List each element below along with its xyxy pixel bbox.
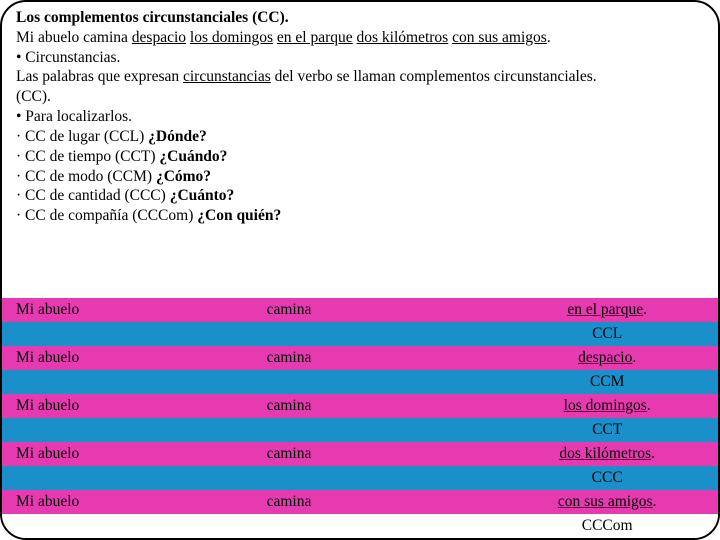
definition: Las palabras que expresan circunstancias…	[16, 67, 704, 87]
cell-empty	[2, 514, 253, 538]
cell-subject: Mi abuelo	[2, 490, 253, 514]
cell-complement: los domingos.	[510, 394, 718, 418]
cct-q: ¿Cuándo?	[159, 148, 227, 165]
ccm-q: ¿Cómo?	[156, 168, 211, 185]
table-row: Mi abuelo camina con sus amigos.	[2, 490, 718, 514]
cell-empty	[2, 370, 253, 394]
comp-text: con sus amigos	[558, 493, 653, 510]
comp-text: dos kilómetros	[559, 445, 651, 462]
ccl-label: · CC de lugar (CCL)	[16, 128, 148, 145]
table-row: CCM	[2, 370, 718, 394]
line-cccom: · CC de compañía (CCCom) ¿Con quién?	[16, 206, 704, 226]
ex-amigos: con sus amigos	[452, 29, 547, 46]
cell-verb: camina	[253, 442, 511, 466]
comp-text: en el parque	[567, 301, 643, 318]
cell-subject: Mi abuelo	[2, 442, 253, 466]
comp-dot: .	[651, 445, 655, 462]
example-sentence: Mi abuelo camina despacio los domingos e…	[16, 28, 704, 48]
cell-complement: con sus amigos.	[510, 490, 718, 514]
comp-dot: .	[647, 397, 651, 414]
line-ccl: · CC de lugar (CCL) ¿Dónde?	[16, 127, 704, 147]
cc-paren: (CC).	[16, 87, 704, 107]
ex-km: dos kilómetros	[357, 29, 449, 46]
ccl-q: ¿Dónde?	[148, 128, 207, 145]
cell-complement: en el parque.	[510, 298, 718, 322]
def-a: Las palabras que expresan	[16, 68, 183, 85]
cell-verb: camina	[253, 394, 511, 418]
cell-verb: camina	[253, 298, 511, 322]
ex-parque: en el parque	[277, 29, 353, 46]
def-b: del verbo se llaman complementos circuns…	[271, 68, 597, 85]
cell-verb: camina	[253, 346, 511, 370]
cell-complement: dos kilómetros.	[510, 442, 718, 466]
line-cct: · CC de tiempo (CCT) ¿Cuándo?	[16, 147, 704, 167]
cccom-q: ¿Con quién?	[197, 207, 281, 224]
ccc-q: ¿Cuánto?	[170, 187, 235, 204]
comp-dot: .	[653, 493, 657, 510]
ccm-label: · CC de modo (CCM)	[16, 168, 156, 185]
table-row: Mi abuelo camina despacio.	[2, 346, 718, 370]
cell-empty	[253, 514, 511, 538]
cell-subject: Mi abuelo	[2, 346, 253, 370]
cell-empty	[253, 466, 511, 490]
cell-subject: Mi abuelo	[2, 394, 253, 418]
cell-empty	[253, 418, 511, 442]
cct-label: · CC de tiempo (CCT)	[16, 148, 159, 165]
cell-empty	[253, 370, 511, 394]
bullet-circunstancias: • Circunstancias.	[16, 48, 704, 68]
comp-dot: .	[643, 301, 647, 318]
cell-type: CCCom	[510, 514, 718, 538]
table-row: Mi abuelo camina en el parque.	[2, 298, 718, 322]
body-text: Los complementos circunstanciales (CC). …	[2, 2, 718, 226]
ex-dot: .	[547, 29, 551, 46]
cell-empty	[2, 418, 253, 442]
cell-complement: despacio.	[510, 346, 718, 370]
cell-type: CCT	[510, 418, 718, 442]
ex-lead: Mi abuelo camina	[16, 29, 132, 46]
cell-verb: camina	[253, 490, 511, 514]
cell-type: CCC	[510, 466, 718, 490]
ccc-label: · CC de cantidad (CCC)	[16, 187, 170, 204]
table-row: Mi abuelo camina dos kilómetros.	[2, 442, 718, 466]
ex-despacio: despacio	[132, 29, 186, 46]
cell-empty	[2, 322, 253, 346]
def-u: circunstancias	[183, 68, 271, 85]
examples-table-wrap: Mi abuelo camina en el parque. CCL Mi ab…	[2, 298, 718, 538]
table-row: CCC	[2, 466, 718, 490]
examples-table: Mi abuelo camina en el parque. CCL Mi ab…	[2, 298, 718, 538]
ex-domingos: los domingos	[190, 29, 273, 46]
comp-text: los domingos	[564, 397, 647, 414]
title: Los complementos circunstanciales (CC).	[16, 9, 289, 26]
line-ccm: · CC de modo (CCM) ¿Cómo?	[16, 167, 704, 187]
cell-empty	[2, 466, 253, 490]
table-row: Mi abuelo camina los domingos.	[2, 394, 718, 418]
table-row: CCCom	[2, 514, 718, 538]
cell-empty	[253, 322, 511, 346]
table-row: CCT	[2, 418, 718, 442]
cell-subject: Mi abuelo	[2, 298, 253, 322]
bullet-localizarlos: • Para localizarlos.	[16, 107, 704, 127]
comp-dot: .	[632, 349, 636, 366]
cccom-label: · CC de compañía (CCCom)	[16, 207, 197, 224]
cell-type: CCL	[510, 322, 718, 346]
comp-text: despacio	[578, 349, 632, 366]
line-ccc: · CC de cantidad (CCC) ¿Cuánto?	[16, 186, 704, 206]
table-row: CCL	[2, 322, 718, 346]
slide-frame: Los complementos circunstanciales (CC). …	[0, 0, 720, 540]
cell-type: CCM	[510, 370, 718, 394]
